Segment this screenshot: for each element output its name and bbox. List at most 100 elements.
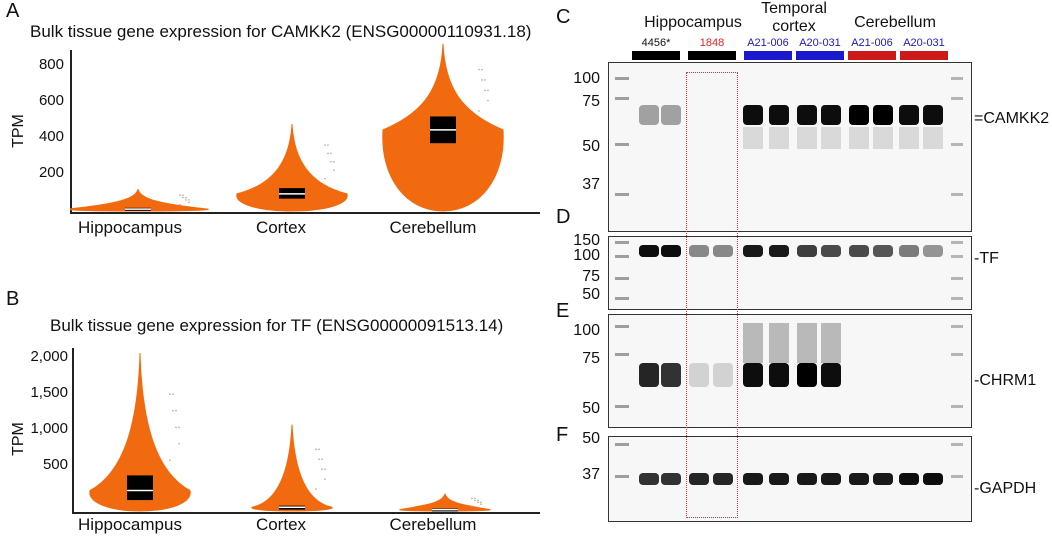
ladder-band [951, 277, 963, 280]
ladder-band [615, 297, 629, 300]
blot-chrm1 [608, 314, 972, 428]
smear [743, 323, 763, 363]
band [639, 363, 659, 387]
ladder-band [951, 255, 963, 258]
band [689, 473, 709, 485]
outlier-dot [333, 160, 335, 163]
band [713, 245, 733, 257]
band [689, 245, 709, 257]
ladder-band [615, 77, 629, 80]
outlier-dot [484, 79, 486, 81]
chart-title-a: Bulk tissue gene expression for CAMKK2 (… [30, 22, 532, 41]
outlier-dot [315, 448, 317, 451]
smear [797, 127, 817, 149]
mw-marker: 50 [582, 138, 600, 155]
outlier-dot [169, 459, 171, 462]
smear [743, 127, 763, 149]
outlier-dot [179, 203, 181, 206]
group-label-temporal-cortex: Temporal cortex [761, 0, 827, 35]
outlier-dot [188, 199, 190, 201]
panel-label-f: F [556, 424, 569, 446]
mw-marker: 50 [582, 400, 600, 417]
y-axis-b [72, 348, 74, 513]
ladder-band [615, 97, 629, 100]
violin-plot-b [89, 352, 491, 512]
mw-marker: 100 [573, 322, 600, 339]
outlier-dot [185, 196, 187, 199]
outlier-dot [185, 199, 187, 201]
violin-plot-a [70, 43, 504, 212]
y-tick-b: 500 [42, 456, 68, 473]
smear [769, 127, 789, 149]
band [639, 473, 659, 485]
band [849, 245, 869, 257]
violin-cortex [236, 124, 348, 212]
outlier-dot [474, 497, 476, 500]
band [769, 105, 789, 125]
x-category-a: Cortex [255, 218, 307, 237]
ladder-band [615, 277, 629, 280]
outlier-dot [478, 110, 480, 112]
outlier-dot [327, 144, 329, 146]
smear [849, 127, 869, 149]
mw-marker: 75 [582, 93, 600, 110]
outlier-dot [182, 194, 184, 196]
outlier-dot [487, 99, 489, 102]
x-category-b: Cortex [255, 515, 307, 534]
blot-label-camkk2: =CAMKK2 [974, 110, 1050, 127]
y-tick-b: 2,000 [30, 348, 68, 365]
ladder-band [615, 193, 629, 196]
mw-marker: 100 [573, 247, 600, 264]
ladder-band [615, 143, 629, 146]
ladder-band [615, 443, 629, 446]
x-category-a: Cerebellum [389, 218, 477, 237]
smear [797, 323, 817, 363]
band [873, 105, 893, 125]
ladder-band [615, 241, 629, 244]
violin-hippocampus [89, 352, 191, 512]
highlight-box-1848 [686, 72, 738, 518]
outlier-dot [324, 478, 326, 480]
outlier-dot [178, 442, 180, 445]
outlier-dot [178, 426, 180, 429]
sample-label: A21-006 [747, 37, 789, 49]
sample-bar [900, 51, 948, 60]
band [661, 473, 681, 485]
band [899, 245, 919, 257]
band [661, 105, 681, 125]
outlier-dot [321, 458, 323, 461]
ladder-band [951, 241, 963, 244]
ladder-band [951, 143, 963, 146]
band [873, 473, 893, 485]
outlier-dot [321, 468, 323, 470]
ladder-band [951, 97, 963, 100]
outlier-dot [324, 468, 326, 470]
smear [769, 323, 789, 363]
ladder-band [951, 443, 963, 446]
ladder-band [615, 255, 629, 258]
outlier-dot [175, 409, 177, 412]
outlier-dot [471, 505, 473, 507]
outlier-dot [333, 169, 335, 171]
blot-tf [608, 236, 972, 310]
group-label-hippocampus: Hippocampus [644, 14, 742, 31]
mw-marker: 37 [582, 176, 600, 193]
outlier-dot [182, 196, 184, 199]
mw-marker: 75 [582, 268, 600, 285]
y-tick-a: 600 [38, 92, 64, 109]
band [797, 105, 817, 125]
ladder-band [615, 405, 629, 408]
smear [873, 127, 893, 149]
violin-cortex [251, 424, 333, 512]
band [821, 245, 841, 257]
smear [899, 127, 919, 149]
smear [821, 323, 841, 363]
band [821, 363, 841, 387]
mw-marker: 100 [573, 70, 600, 87]
smear [821, 127, 841, 149]
ladder-band [615, 353, 629, 356]
outlier-dot [169, 393, 171, 396]
outlier-dot [471, 497, 473, 500]
sample-label: A21-006 [851, 37, 893, 49]
band [849, 473, 869, 485]
